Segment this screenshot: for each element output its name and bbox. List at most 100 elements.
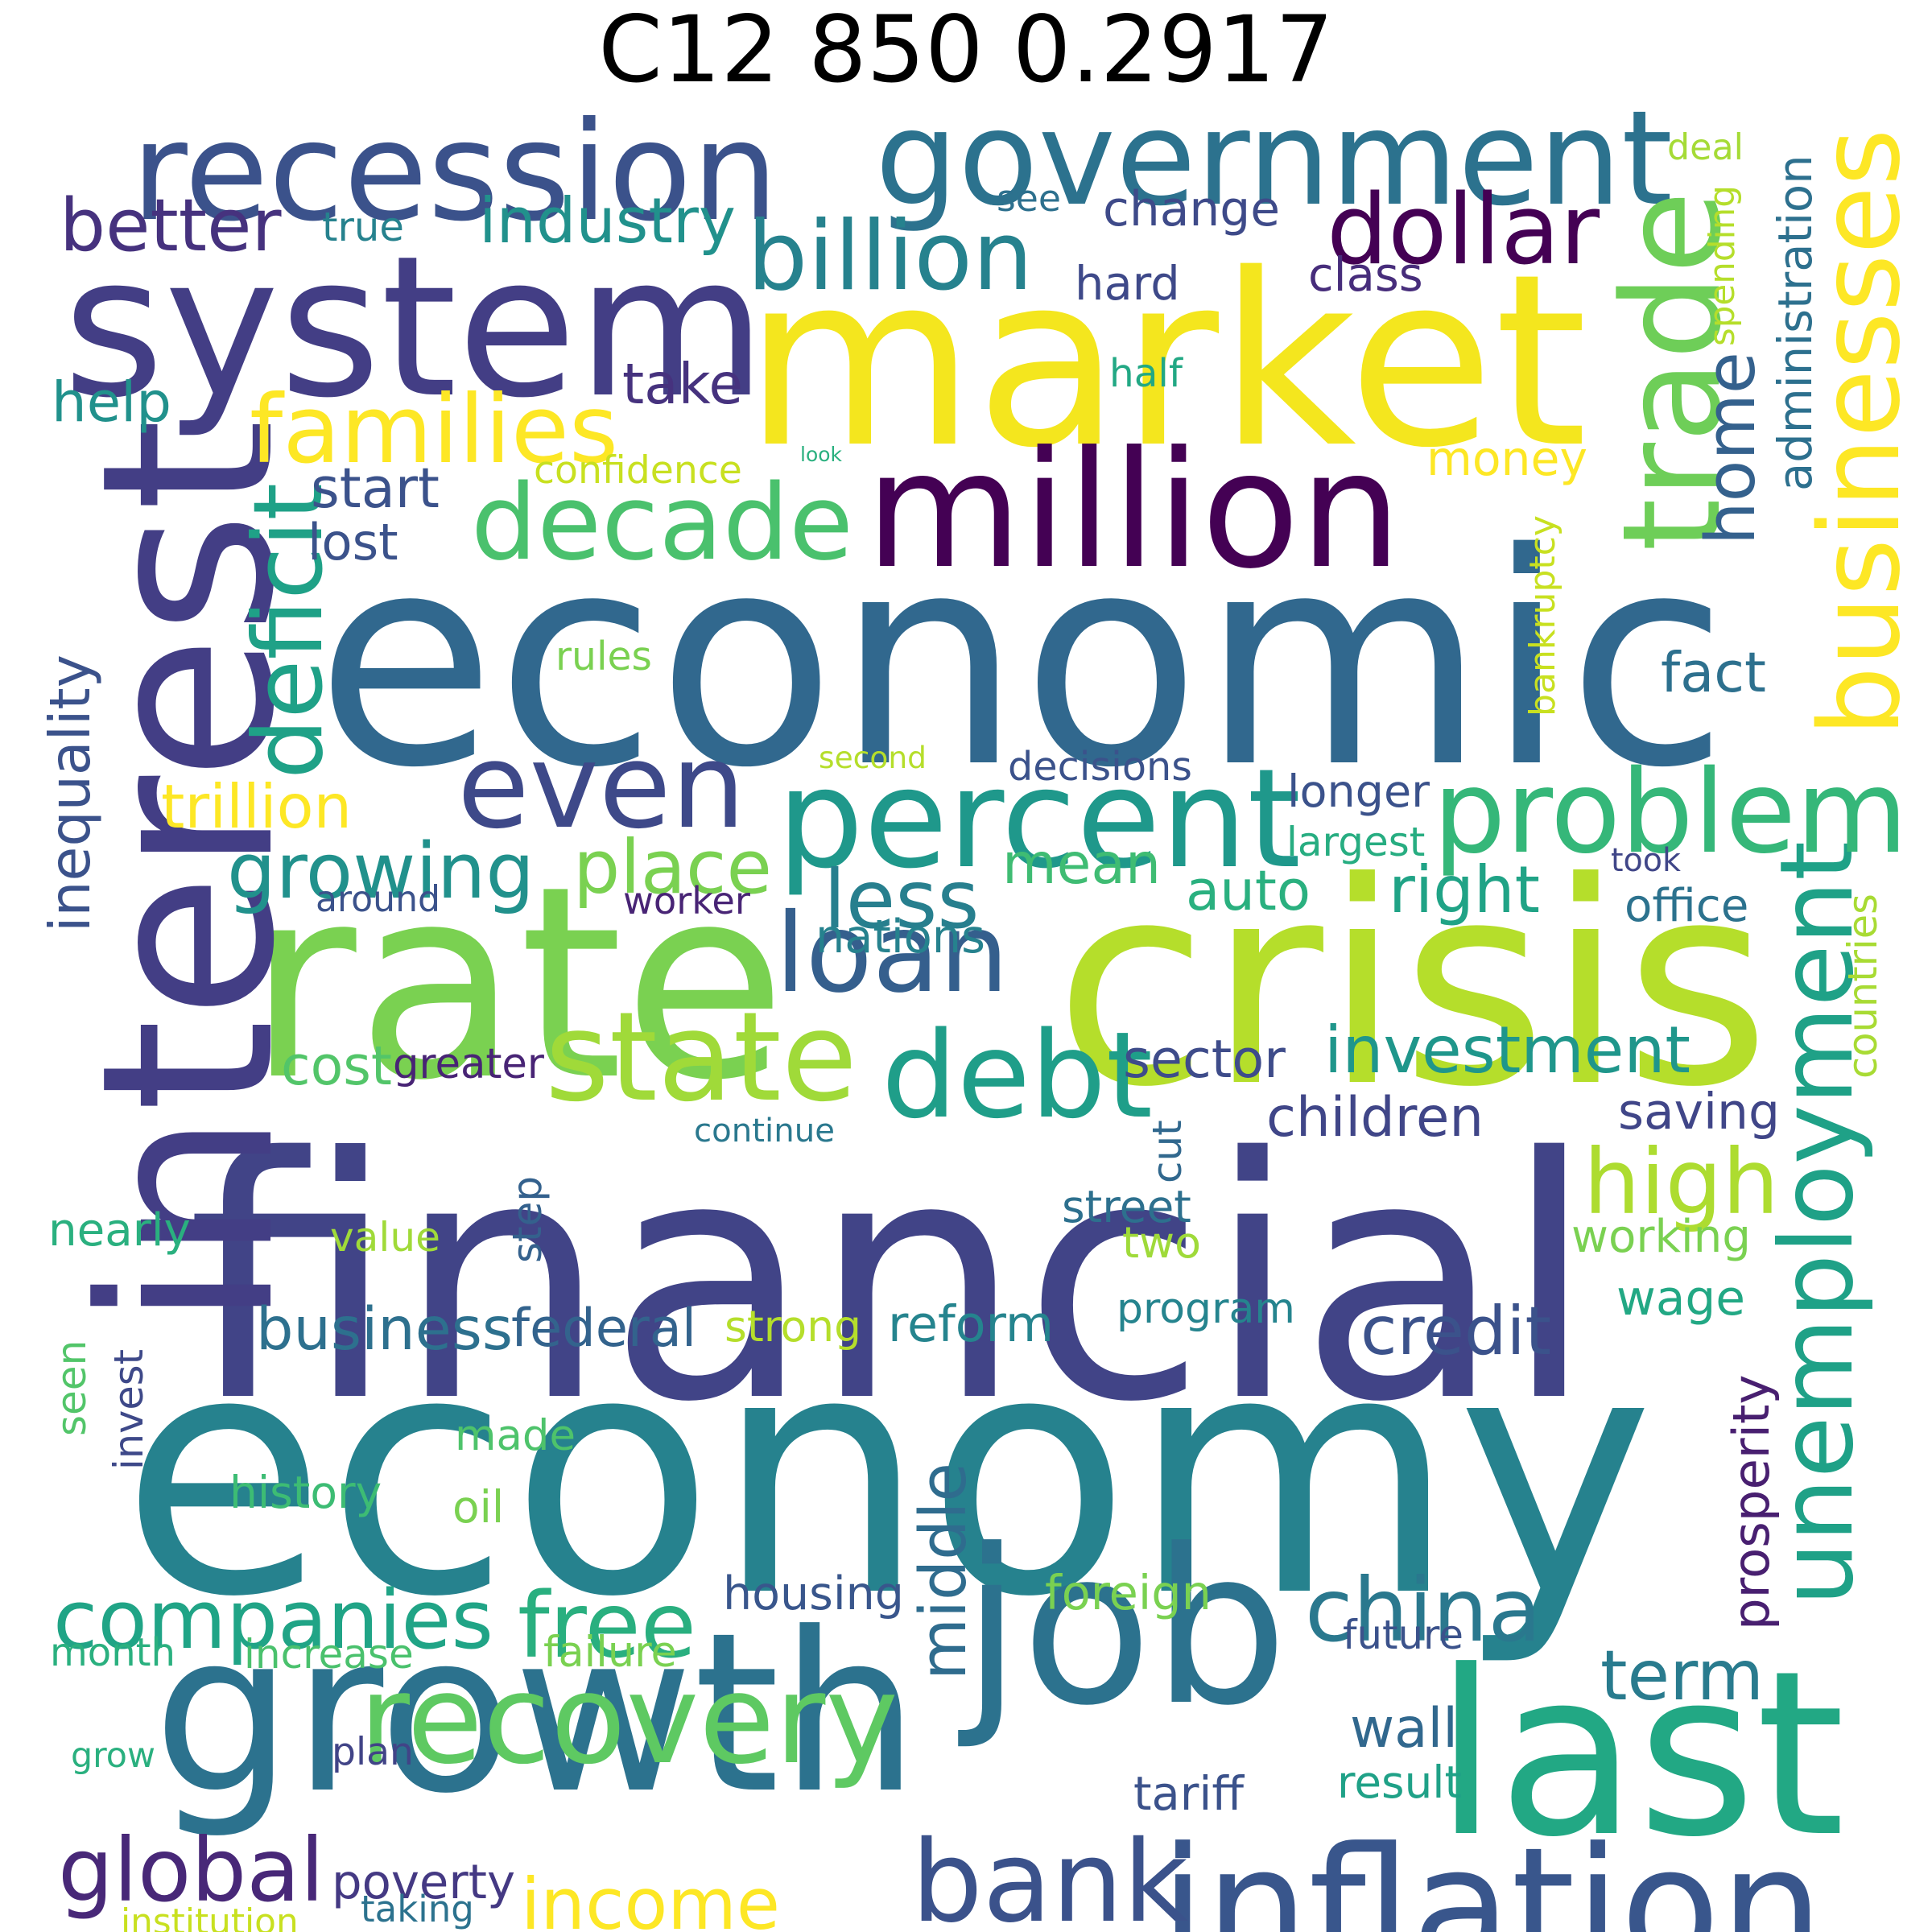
word-increase: increase — [244, 1631, 414, 1678]
word-take: take — [622, 353, 743, 417]
word-investment: investment — [1324, 1013, 1691, 1088]
word-history: history — [229, 1467, 382, 1518]
word-see: see — [997, 177, 1061, 220]
word-problem: problem — [1433, 745, 1908, 879]
word-money: money — [1426, 431, 1587, 486]
word-street: street — [1062, 1181, 1191, 1232]
word-nearly: nearly — [48, 1204, 191, 1257]
word-job: job — [962, 1503, 1288, 1752]
word-economy: economy — [121, 1281, 1654, 1670]
word-market: market — [744, 223, 1587, 500]
word-made: made — [455, 1411, 576, 1460]
word-class: class — [1308, 248, 1423, 302]
word-oil: oil — [452, 1481, 505, 1533]
word-decade: decade — [471, 462, 853, 584]
word-two: two — [1122, 1217, 1201, 1268]
word-bankruptcy: bankruptcy — [1522, 514, 1563, 716]
word-tariff: tariff — [1133, 1767, 1245, 1821]
word-economic: economic — [316, 490, 1728, 832]
word-wage: wage — [1616, 1271, 1746, 1327]
word-foreign: foreign — [1045, 1565, 1212, 1620]
word-industry: industry — [479, 185, 736, 258]
word-credit: credit — [1360, 1292, 1551, 1370]
word-failure: failure — [543, 1628, 677, 1677]
word-cost: cost — [281, 1034, 393, 1097]
word-seen: seen — [48, 1340, 95, 1436]
word-largest: largest — [1286, 819, 1426, 865]
word-growth: growth — [153, 1585, 920, 1842]
word-around: around — [316, 879, 440, 920]
word-poverty: poverty — [332, 1854, 516, 1909]
word-home: home — [1690, 352, 1770, 545]
word-global: global — [58, 1819, 324, 1922]
word-rate: rate — [247, 829, 787, 1138]
word-confidence: confidence — [534, 448, 742, 493]
word-office: office — [1624, 880, 1749, 932]
word-continue: continue — [694, 1113, 836, 1150]
word-debt: debt — [881, 1006, 1154, 1145]
word-working: working — [1571, 1211, 1751, 1263]
word-less: less — [824, 852, 980, 947]
word-future: future — [1343, 1612, 1463, 1658]
word-deal: deal — [1667, 127, 1744, 168]
word-inflation: inflation — [1160, 1812, 1824, 1932]
word-taking: taking — [361, 1888, 474, 1930]
word-companies: companies — [53, 1573, 493, 1667]
word-right: right — [1389, 852, 1540, 927]
word-system: system — [63, 215, 766, 441]
word-government: government — [875, 83, 1673, 235]
word-longer: longer — [1287, 766, 1430, 818]
word-last: last — [1435, 1622, 1845, 1887]
word-second: second — [819, 740, 927, 775]
word-state: state — [545, 986, 858, 1129]
word-wall: wall — [1350, 1696, 1458, 1760]
word-strong: strong — [724, 1301, 861, 1352]
word-trillion: trillion — [161, 771, 353, 842]
word-cut: cut — [1144, 1120, 1191, 1183]
figure-title: C12 850 0.2917 — [598, 0, 1334, 103]
word-middle: middle — [906, 1463, 980, 1680]
word-sector: sector — [1123, 1030, 1286, 1090]
word-step: step — [504, 1175, 551, 1263]
word-housing: housing — [723, 1567, 904, 1620]
word-billion: billion — [747, 201, 1034, 312]
word-nations: nations — [815, 910, 985, 964]
word-greater: greater — [393, 1040, 544, 1088]
word-better: better — [60, 184, 282, 268]
word-loan: loan — [775, 890, 1009, 1018]
word-rules: rules — [555, 634, 652, 679]
word-institution: institution — [121, 1901, 299, 1932]
word-high: high — [1583, 1131, 1779, 1235]
word-financial: financial — [187, 1087, 1596, 1475]
word-percent: percent — [777, 740, 1302, 899]
word-even: even — [457, 719, 745, 855]
word-bank: bank — [911, 1816, 1189, 1932]
word-look: look — [800, 443, 842, 466]
word-spending: spending — [1703, 185, 1743, 346]
word-result: result — [1337, 1757, 1462, 1808]
word-recession: recession — [131, 93, 778, 252]
word-countries: countries — [1839, 894, 1886, 1079]
word-invest: invest — [105, 1349, 152, 1470]
word-recovery: recovery — [359, 1649, 899, 1792]
word-decisions: decisions — [1008, 743, 1192, 790]
word-free: free — [518, 1573, 696, 1678]
word-mean: mean — [1002, 832, 1161, 897]
word-inequality: inequality — [38, 654, 103, 932]
word-term: term — [1600, 1637, 1764, 1716]
word-income: income — [521, 1863, 780, 1932]
word-saving: saving — [1618, 1084, 1780, 1141]
word-half: half — [1109, 351, 1183, 396]
word-plan: plan — [332, 1730, 414, 1774]
word-families: families — [250, 374, 618, 485]
word-business: business — [256, 1295, 513, 1364]
word-fact: fact — [1661, 641, 1766, 705]
word-auto: auto — [1186, 859, 1311, 923]
word-crisis: crisis — [1055, 822, 1771, 1148]
word-start: start — [311, 456, 440, 521]
word-growing: growing — [227, 826, 535, 916]
word-help: help — [52, 370, 172, 435]
word-million: million — [865, 417, 1402, 605]
word-month: month — [50, 1630, 175, 1675]
